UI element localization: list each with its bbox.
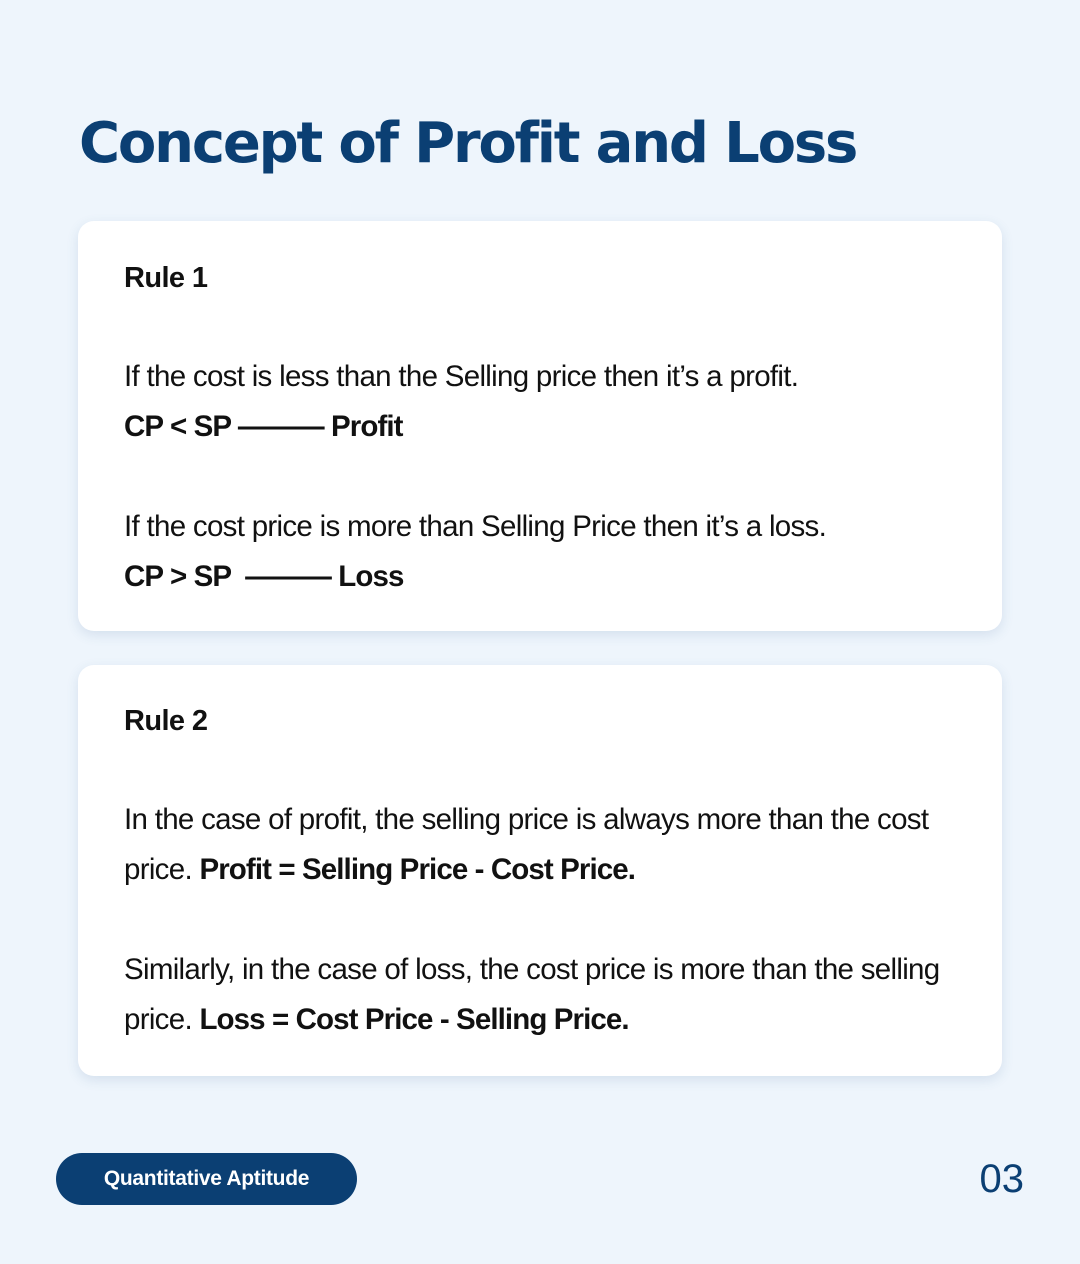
rule-2-loss-formula: Loss = Cost Price - Selling Price. xyxy=(199,1003,629,1036)
rule-1-card: Rule 1 If the cost is less than the Sell… xyxy=(78,221,1002,631)
rule-1-profit-block: If the cost is less than the Selling pri… xyxy=(124,352,982,452)
rule-2-card: Rule 2 In the case of profit, the sellin… xyxy=(78,665,1002,1076)
rule-2-loss-text: Similarly, in the case of loss, the cost… xyxy=(124,953,940,1036)
page-number: 03 xyxy=(979,1157,1025,1201)
rule-2-heading: Rule 2 xyxy=(124,705,208,737)
rule-2-profit-text: In the case of profit, the selling price… xyxy=(124,803,929,886)
rule-1-heading: Rule 1 xyxy=(124,262,208,294)
rule-1-profit-text: If the cost is less than the Selling pri… xyxy=(124,360,799,393)
rule-1-profit-formula: CP < SP ——— Profit xyxy=(124,410,404,443)
rule-2-loss-block: Similarly, in the case of loss, the cost… xyxy=(124,945,982,1045)
rule-1-loss-text: If the cost price is more than Selling P… xyxy=(124,510,827,543)
rule-1-loss-formula: CP > SP ——— Loss xyxy=(124,560,404,593)
page-title: Concept of Profit and Loss xyxy=(79,111,858,176)
rule-2-profit-formula: Profit = Selling Price - Cost Price. xyxy=(199,853,636,886)
rule-2-profit-block: In the case of profit, the selling price… xyxy=(124,795,982,895)
rule-1-loss-block: If the cost price is more than Selling P… xyxy=(124,502,982,602)
category-badge: Quantitative Aptitude xyxy=(56,1153,357,1205)
